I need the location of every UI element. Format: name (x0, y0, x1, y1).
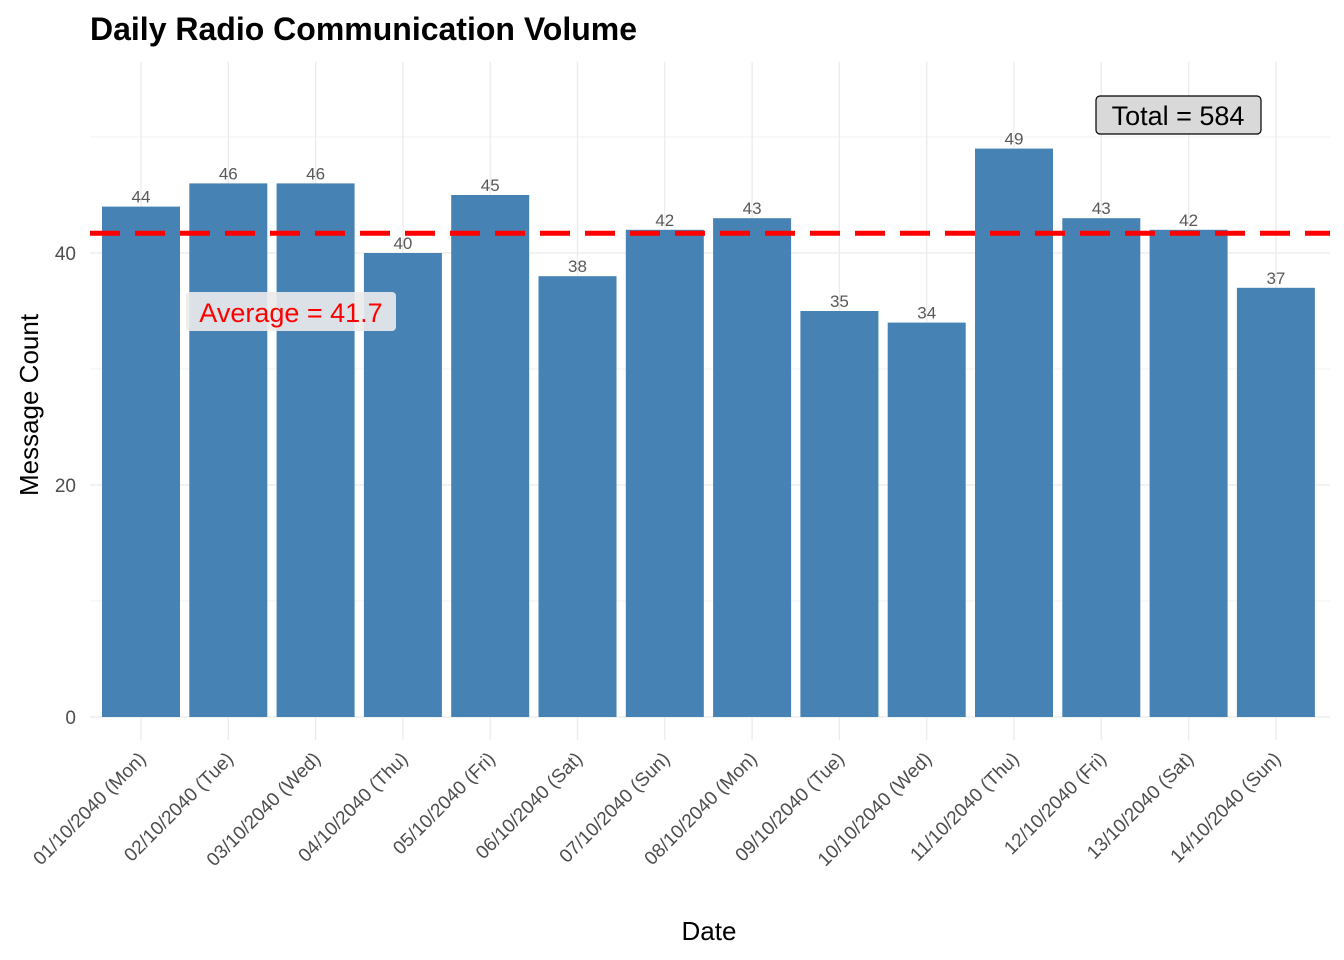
average-annotation-text: Average = 41.7 (199, 298, 382, 328)
bar-value-label: 37 (1266, 269, 1285, 288)
y-axis-ticks: 0 20 40 (55, 244, 76, 729)
bar (800, 311, 879, 717)
bar-value-label: 38 (568, 257, 587, 276)
bar-series (102, 148, 1315, 718)
bar-value-label: 40 (393, 234, 412, 253)
total-annotation-text: Total = 584 (1112, 101, 1245, 131)
bar (1236, 287, 1315, 717)
bar (451, 195, 530, 717)
chart-title: Daily Radio Communication Volume (90, 11, 637, 47)
average-annotation-box (186, 292, 396, 331)
bar (1149, 229, 1228, 718)
bar (189, 183, 268, 717)
bar-value-label: 42 (1179, 211, 1198, 230)
bar-value-label: 43 (743, 199, 762, 218)
bar-value-label: 44 (132, 188, 151, 207)
bar-value-label: 34 (917, 304, 936, 323)
bar-value-label: 46 (219, 164, 238, 183)
bar (713, 218, 792, 717)
total-annotation-box (1095, 95, 1262, 135)
y-axis-title: Message Count (14, 313, 44, 496)
bar-value-labels: 44 46 46 40 45 38 42 43 35 34 49 43 42 37 (132, 130, 1286, 323)
bar (102, 206, 180, 717)
bar-value-label: 35 (830, 292, 849, 311)
bar-value-label: 49 (1005, 130, 1024, 149)
bar (538, 276, 617, 717)
total-annotation: Total = 584 (1095, 95, 1262, 135)
bar-value-label: 42 (655, 211, 674, 230)
bar-value-label: 45 (481, 176, 500, 195)
bar (625, 229, 704, 718)
y-tick-label: 40 (55, 244, 76, 265)
x-axis-ticks: 01/10/2040 (Mon)02/10/2040 (Tue)03/10/20… (30, 749, 1286, 871)
grid-major (90, 62, 1330, 740)
bar (1062, 218, 1141, 717)
bar (276, 183, 355, 717)
y-tick-label: 0 (65, 708, 76, 729)
bar-value-label: 43 (1092, 199, 1111, 218)
grid-minor (90, 136, 1330, 602)
bar-value-label: 46 (306, 164, 325, 183)
bar (887, 322, 966, 717)
x-axis-title: Date (682, 916, 737, 946)
bar (975, 148, 1053, 718)
average-annotation: Average = 41.7 (186, 292, 396, 331)
y-tick-label: 20 (55, 476, 76, 497)
